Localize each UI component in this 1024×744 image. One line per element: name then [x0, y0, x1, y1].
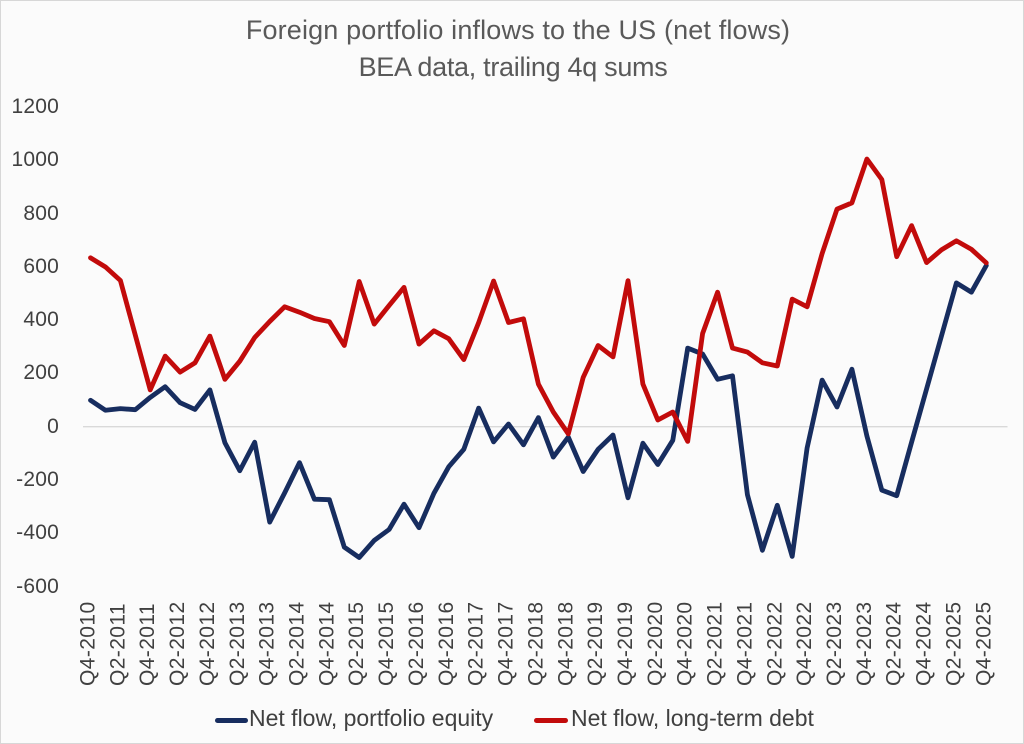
svg-text:Q2-2014: Q2-2014: [286, 601, 309, 686]
svg-text:Q4-2016: Q4-2016: [435, 601, 458, 686]
svg-text:Q2-2016: Q2-2016: [405, 601, 428, 686]
svg-text:Q2-2015: Q2-2015: [345, 601, 368, 686]
svg-text:Q4-2013: Q4-2013: [256, 601, 279, 686]
svg-text:Q4-2025: Q4-2025: [972, 601, 995, 686]
svg-text:Q4-2022: Q4-2022: [793, 601, 816, 686]
svg-text:Q4-2011: Q4-2011: [136, 603, 159, 686]
svg-text:Q2-2012: Q2-2012: [166, 601, 189, 686]
svg-text:Q2-2017: Q2-2017: [465, 601, 488, 686]
svg-text:Q4-2021: Q4-2021: [733, 601, 756, 686]
svg-text:Q4-2012: Q4-2012: [196, 601, 219, 686]
svg-text:Q2-2024: Q2-2024: [883, 601, 906, 686]
svg-text:Q2-2020: Q2-2020: [644, 601, 667, 686]
svg-text:Q4-2020: Q4-2020: [674, 601, 697, 686]
svg-text:Q4-2024: Q4-2024: [913, 601, 936, 686]
svg-text:Q2-2025: Q2-2025: [942, 601, 965, 686]
svg-text:Q2-2018: Q2-2018: [524, 601, 547, 686]
svg-text:Q2-2011: Q2-2011: [106, 603, 129, 686]
svg-text:Q4-2019: Q4-2019: [614, 601, 637, 686]
svg-text:Q4-2015: Q4-2015: [375, 601, 398, 686]
svg-text:Q4-2014: Q4-2014: [315, 601, 338, 686]
svg-text:Q2-2023: Q2-2023: [823, 601, 846, 686]
svg-text:Q4-2023: Q4-2023: [853, 601, 876, 686]
svg-text:Q4-2017: Q4-2017: [495, 601, 518, 686]
svg-text:Q2-2022: Q2-2022: [763, 601, 786, 686]
svg-text:Q4-2010: Q4-2010: [77, 601, 100, 686]
svg-text:Q2-2019: Q2-2019: [584, 601, 607, 686]
svg-text:Q4-2018: Q4-2018: [554, 601, 577, 686]
svg-text:Q2-2013: Q2-2013: [226, 601, 249, 686]
svg-text:Q2-2021: Q2-2021: [704, 601, 727, 686]
